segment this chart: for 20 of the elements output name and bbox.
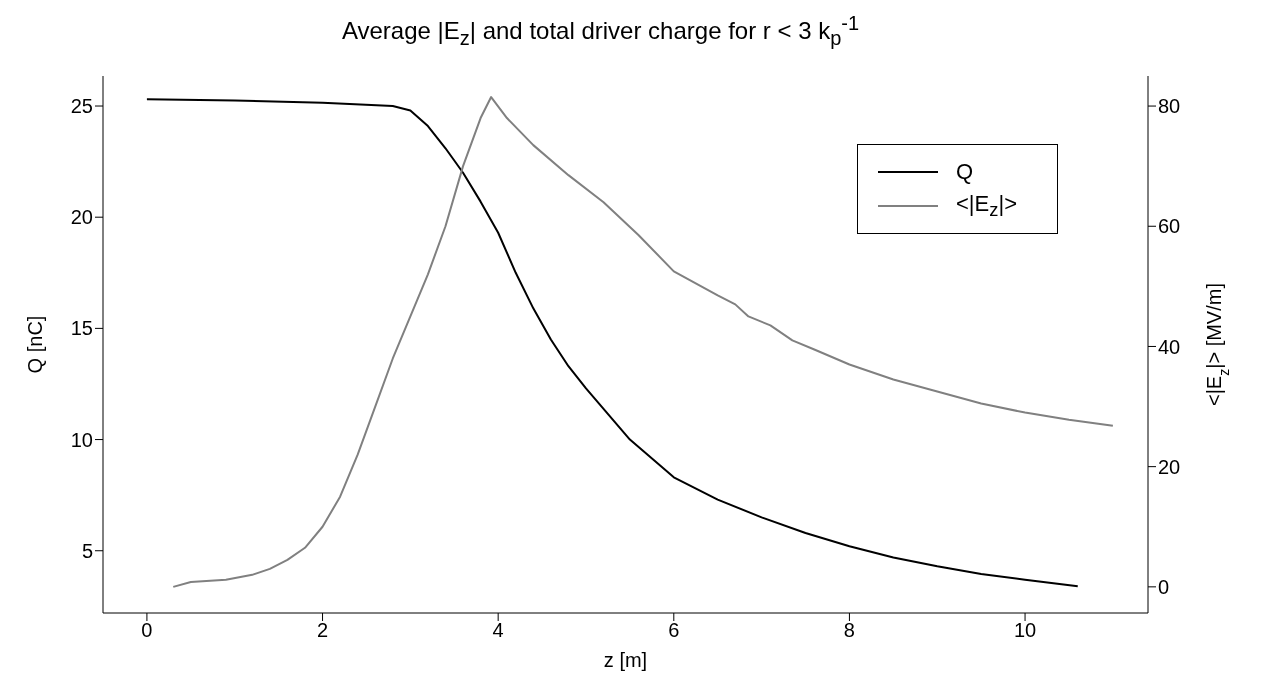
y2-tick-label: 0 xyxy=(1158,575,1170,598)
y2-tick-label: 40 xyxy=(1158,335,1181,358)
x-tick-label: 10 xyxy=(1013,619,1037,642)
y-axis-title: Q [nC] xyxy=(24,315,46,374)
x-axis-title: z [m] xyxy=(603,649,648,671)
x-tick-label: 6 xyxy=(668,619,680,642)
legend-label: <|E$_{z}$|> xyxy=(956,190,1017,222)
y-tick-label: 5 xyxy=(81,539,93,562)
y2-tick-label: 80 xyxy=(1158,95,1181,118)
x-tick-label: 8 xyxy=(843,619,855,642)
y2-tick-label: 20 xyxy=(1158,455,1181,478)
y2-tick-label: 60 xyxy=(1158,215,1181,238)
x-tick-label: 0 xyxy=(141,619,153,642)
y-tick-label: 20 xyxy=(70,206,93,229)
y-tick-label: 10 xyxy=(70,428,93,451)
legend-label: Q xyxy=(956,159,974,185)
y-tick-label: 25 xyxy=(70,95,93,118)
x-tick-label: 2 xyxy=(316,619,329,642)
x-tick-label: 4 xyxy=(492,619,504,642)
y-tick-label: 15 xyxy=(70,317,93,340)
